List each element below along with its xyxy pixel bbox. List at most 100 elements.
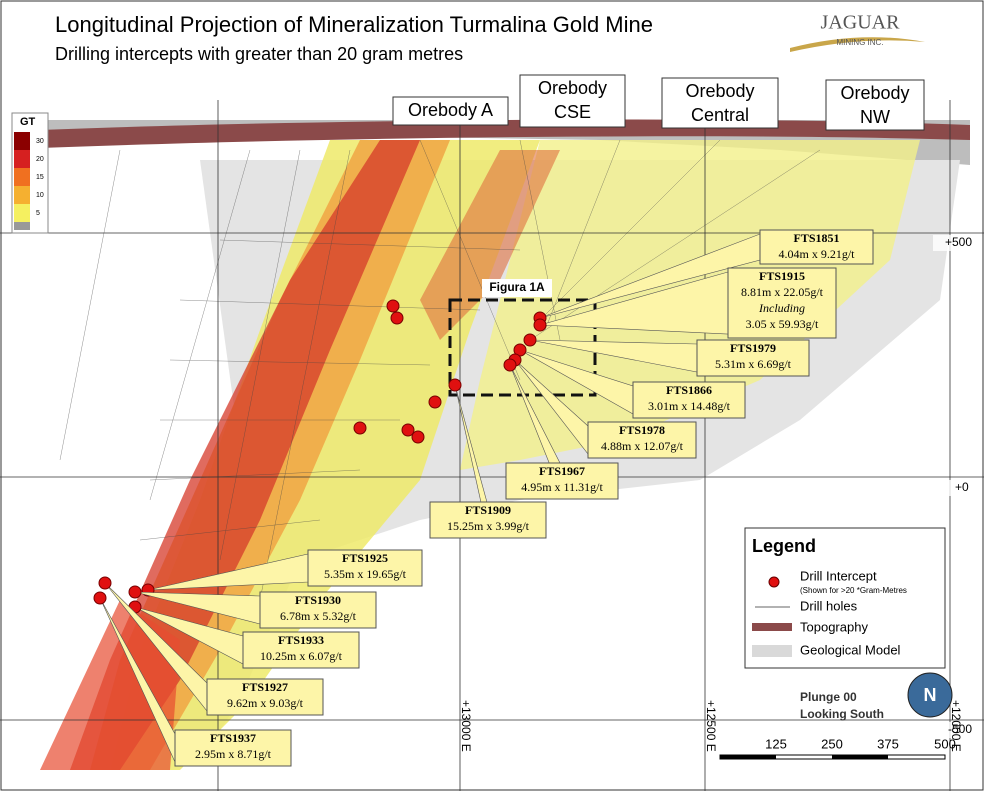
intercept-value: 2.95m x 8.71g/t — [195, 747, 272, 761]
intercept-value: 10.25m x 6.07g/t — [260, 649, 343, 663]
elevation-label: -500 — [948, 722, 972, 736]
label-bg — [936, 722, 966, 738]
intercept-value: 9.62m x 9.03g/t — [227, 696, 304, 710]
intercept-value: 3.01m x 14.48g/t — [648, 399, 731, 413]
orebody-label: Orebody — [538, 78, 607, 98]
drill-intercept — [390, 311, 404, 325]
intercept-id: FTS1927 — [242, 680, 288, 694]
orebody-label: Central — [691, 105, 749, 125]
drill-intercept — [428, 395, 442, 409]
logo-swoosh — [790, 37, 925, 52]
looking: Looking South — [800, 707, 884, 721]
legend-label: Drill holes — [800, 598, 858, 613]
north-label: N — [924, 685, 937, 705]
elevation-label: +0 — [955, 480, 969, 494]
intercept-value: 15.25m x 3.99g/t — [447, 519, 530, 533]
callout-box — [307, 549, 423, 587]
callout-box — [259, 591, 377, 629]
orebody-label: Orebody A — [408, 100, 493, 120]
intercept-value: 4.95m x 11.31g/t — [521, 480, 603, 494]
callout-box — [174, 729, 292, 767]
gt-label: 10 — [36, 192, 44, 199]
gt-swatch — [14, 204, 30, 222]
callout-box — [505, 462, 619, 500]
elevation-label: +500 — [945, 235, 972, 249]
subtitle: Drilling intercepts with greater than 20… — [55, 44, 463, 64]
figure-label-bg — [482, 279, 552, 297]
orebody-box — [661, 77, 779, 129]
plunge: Plunge 00 — [800, 690, 857, 704]
orebody-label: NW — [860, 107, 890, 127]
intercept-callout: FTS1933 10.25m x 6.07g/t — [128, 600, 360, 669]
callout-box — [632, 381, 746, 419]
intercept-callout: FTS1866 3.01m x 14.48g/t — [513, 343, 746, 419]
drill-intercept — [386, 299, 400, 313]
orebody-box — [519, 74, 626, 128]
mineral-zone — [420, 150, 560, 340]
orebody-label: CSE — [554, 102, 591, 122]
intercept-callout: FTS1851 4.04m x 9.21g/t — [533, 229, 874, 325]
drill-intercept — [411, 430, 425, 444]
intercept-callout: FTS1978 4.88m x 12.07g/t — [508, 353, 697, 459]
intercept-value: 3.05 x 59.93g/t — [746, 317, 819, 331]
callout-box — [429, 501, 547, 539]
intercept-callout: FTS1927 9.62m x 9.03g/t — [98, 576, 324, 716]
easting-label: +13000 E — [459, 700, 473, 752]
intercept-id: FTS1978 — [619, 423, 665, 437]
drill-intercept — [523, 333, 537, 347]
callout-box — [587, 421, 697, 459]
intercept-id: FTS1851 — [793, 231, 839, 245]
drill-intercept — [401, 423, 415, 437]
intercept-value: 4.88m x 12.07g/t — [601, 439, 684, 453]
intercept-value: Including — [758, 301, 805, 315]
easting-label: +12500 E — [704, 700, 718, 752]
gt-label: 15 — [36, 174, 44, 181]
gt-title: GT — [20, 116, 36, 128]
callout-box — [696, 339, 810, 377]
logo-name: JAGUAR — [821, 12, 901, 34]
intercept-id: FTS1925 — [342, 551, 388, 565]
gt-swatch — [14, 150, 30, 168]
intercept-value: 4.04m x 9.21g/t — [778, 247, 855, 261]
logo-sub: MINING INC. — [836, 38, 883, 47]
drill-intercept — [128, 585, 142, 599]
gt-swatch — [14, 186, 30, 204]
gt-label: 5 — [36, 210, 40, 217]
intercept-id: FTS1979 — [730, 341, 776, 355]
legend-label: Topography — [800, 619, 868, 634]
intercept-callout: FTS1979 5.31m x 6.69g/t — [523, 333, 810, 377]
drill-intercept — [533, 318, 547, 332]
intercept-id: FTS1909 — [465, 503, 511, 517]
intercept-value: 8.81m x 22.05g/t — [741, 285, 824, 299]
label-bg — [933, 235, 963, 251]
drill-intercept — [98, 576, 112, 590]
drill-intercept — [448, 378, 462, 392]
intercept-callout: FTS1930 6.78m x 5.32g/t — [128, 585, 377, 629]
intercept-value: 6.78m x 5.32g/t — [280, 609, 357, 623]
gt-swatch — [14, 132, 30, 150]
intercept-id: FTS1915 — [759, 269, 805, 283]
gt-label: 20 — [36, 156, 44, 163]
figure-label: Figura 1A — [489, 280, 545, 294]
intercept-value: 5.35m x 19.65g/t — [324, 567, 407, 581]
drill-intercept — [93, 591, 107, 605]
orebody-box — [392, 96, 509, 126]
scale-bar: 125 250 375 500 — [719, 736, 956, 760]
orebody-label: Orebody — [840, 83, 909, 103]
mineral-zone — [40, 600, 180, 770]
legend-title: Legend — [752, 536, 816, 556]
orebody-label: Orebody — [685, 81, 754, 101]
scale-label: 125 — [765, 736, 787, 751]
intercept-callout: FTS1915 8.81m x 22.05g/t Including 3.05 x 5… — [533, 267, 837, 339]
scale-label: 250 — [821, 736, 843, 751]
easting-label: +12000 E — [949, 700, 963, 752]
north-arrow — [907, 672, 953, 718]
label-bg — [943, 480, 973, 496]
scale-label: 500 — [934, 736, 956, 751]
legend-label: Drill Intercept — [800, 568, 877, 583]
legend-label: Geological Model — [800, 642, 901, 657]
intercept-callout: FTS1967 4.95m x 11.31g/t — [503, 358, 619, 500]
gt-swatch — [14, 168, 30, 186]
intercept-id: FTS1937 — [210, 731, 256, 745]
